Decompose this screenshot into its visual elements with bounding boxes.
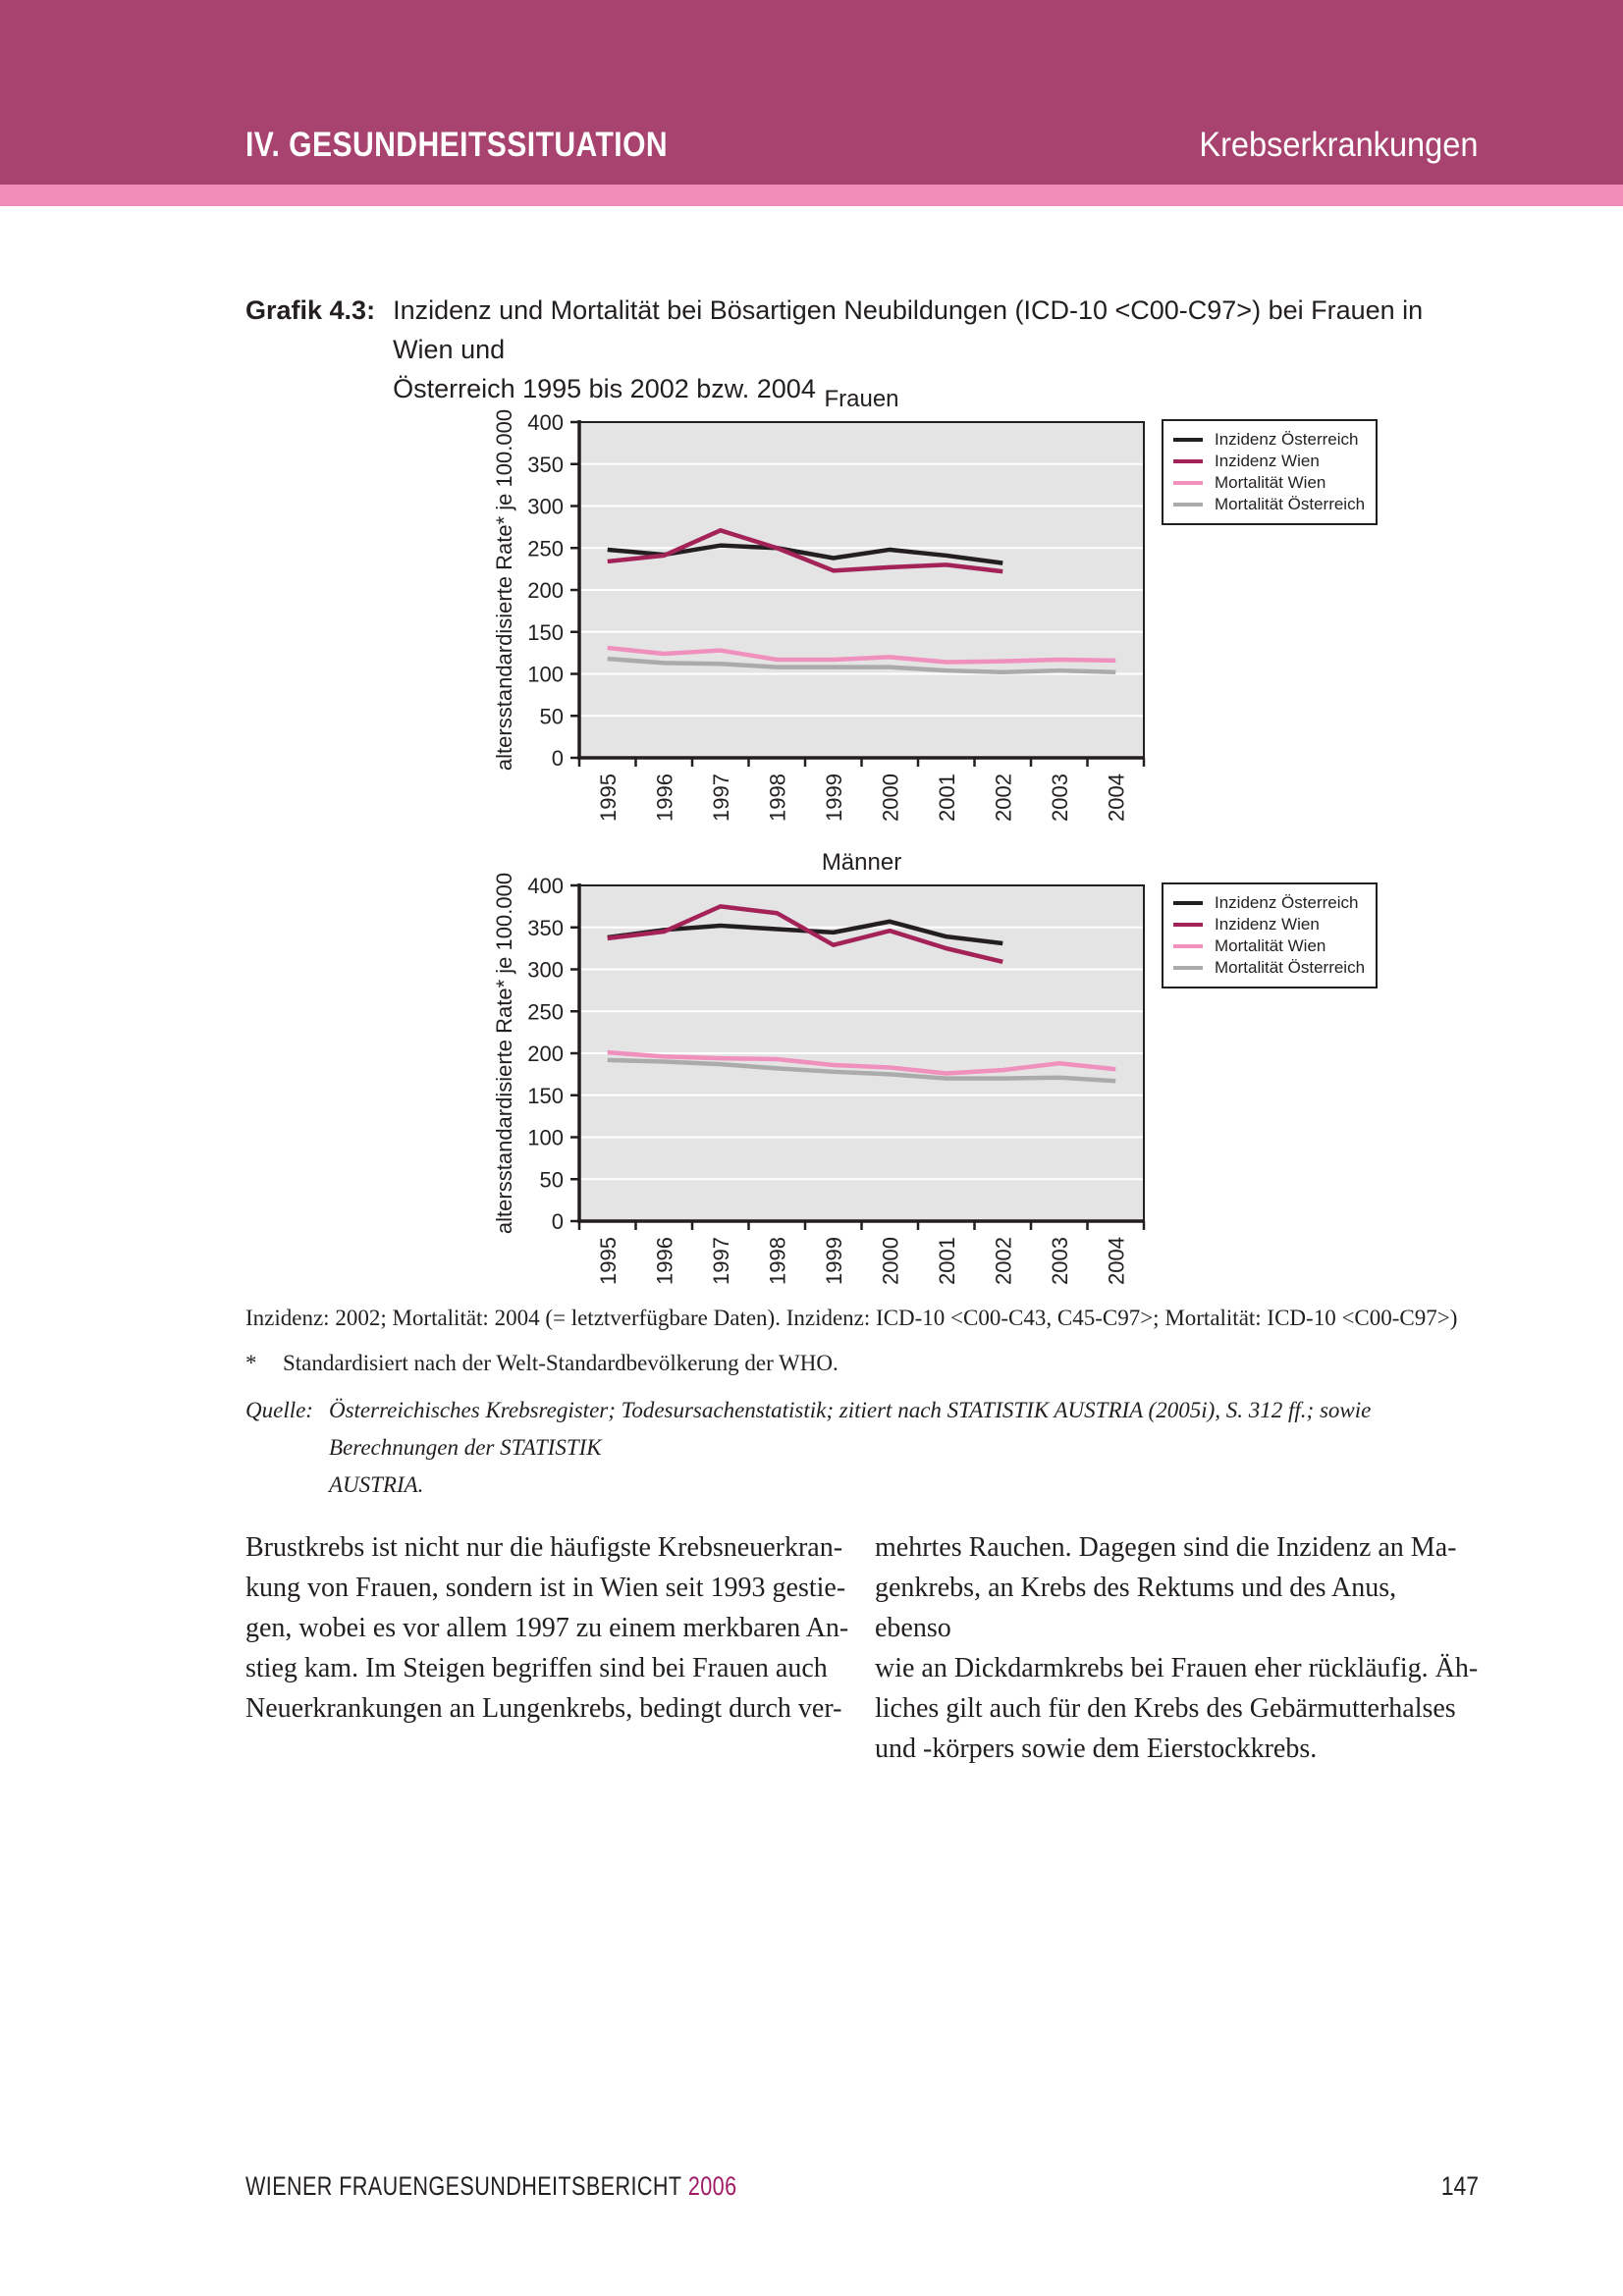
footer-report-name: WIENER FRAUENGESUNDHEITSBERICHT bbox=[245, 2171, 682, 2201]
legend-label: Mortalität Wien bbox=[1215, 473, 1326, 492]
source-citation: Quelle: Österreichisches Krebsregister; … bbox=[245, 1392, 1479, 1504]
svg-text:1999: 1999 bbox=[822, 774, 846, 822]
figure-label: Grafik 4.3: bbox=[245, 295, 376, 325]
header-inner: IV. GESUNDHEITSSITUATION Krebserkrankung… bbox=[245, 126, 1478, 165]
svg-text:altersstandardisierte Rate* je: altersstandardisierte Rate* je 100.000 bbox=[492, 409, 516, 771]
legend-item: Mortalität Österreich bbox=[1173, 494, 1366, 515]
svg-text:100: 100 bbox=[527, 1126, 564, 1150]
body-column-right: mehrtes Rauchen. Dagegen sind die Inzide… bbox=[875, 1532, 1479, 1764]
svg-text:300: 300 bbox=[527, 958, 564, 983]
figure-title-text: Inzidenz und Mortalität bei Bösartigen N… bbox=[393, 295, 1424, 403]
page-number: 147 bbox=[1440, 2171, 1479, 2201]
svg-text:altersstandardisierte Rate* je: altersstandardisierte Rate* je 100.000 bbox=[492, 873, 516, 1234]
footer-report-year: 2006 bbox=[687, 2171, 737, 2201]
svg-text:50: 50 bbox=[540, 1167, 564, 1192]
legend-label: Mortalität Österreich bbox=[1215, 495, 1366, 513]
body-text: Brustkrebs ist nicht nur die häufigste K… bbox=[245, 1527, 1479, 1769]
svg-text:350: 350 bbox=[527, 916, 564, 940]
source-text: Österreichisches Krebsregister; Todesurs… bbox=[328, 1398, 1372, 1497]
frauen-line-chart: 0 50 100 150 200 250 300 350 400 1995 1996 1997 1998… bbox=[492, 386, 1146, 822]
svg-text:2003: 2003 bbox=[1048, 1237, 1072, 1285]
header-bar: IV. GESUNDHEITSSITUATION Krebserkrankung… bbox=[0, 0, 1623, 185]
legend-line-swatch bbox=[1173, 459, 1203, 463]
svg-text:100: 100 bbox=[527, 663, 564, 687]
legend-item: Inzidenz Österreich bbox=[1173, 429, 1366, 451]
svg-text:2004: 2004 bbox=[1104, 1237, 1128, 1285]
svg-text:400: 400 bbox=[527, 410, 564, 435]
legend-line-swatch bbox=[1173, 944, 1203, 948]
figure-caption: Grafik 4.3: Inzidenz und Mortalität bei … bbox=[245, 291, 1483, 408]
svg-text:150: 150 bbox=[527, 1084, 564, 1108]
footnote-star-text: Standardisiert nach der Welt-Standardbev… bbox=[283, 1351, 839, 1375]
legend-item: Inzidenz Wien bbox=[1173, 451, 1366, 472]
legend-item: Inzidenz Österreich bbox=[1173, 892, 1366, 914]
svg-text:250: 250 bbox=[527, 999, 564, 1024]
page-footer: WIENER FRAUENGESUNDHEITSBERICHT 2006 147 bbox=[245, 2171, 1479, 2202]
svg-text:2002: 2002 bbox=[991, 1237, 1015, 1285]
legend-line-swatch bbox=[1173, 481, 1203, 485]
legend-line-swatch bbox=[1173, 438, 1203, 442]
svg-text:1997: 1997 bbox=[709, 1237, 733, 1285]
svg-text:350: 350 bbox=[527, 453, 564, 477]
maenner-line-chart: 0 50 100 150 200 250 300 350 400 1995 1996 1997 1998… bbox=[492, 849, 1146, 1285]
header-section-title: IV. GESUNDHEITSSITUATION bbox=[245, 126, 669, 164]
legend-item: Mortalität Wien bbox=[1173, 935, 1366, 957]
svg-text:1995: 1995 bbox=[596, 774, 621, 822]
svg-text:1998: 1998 bbox=[765, 1237, 789, 1285]
legend-label: Inzidenz Wien bbox=[1215, 452, 1320, 470]
frauen-chart-legend: Inzidenz Österreich Inzidenz Wien Mortalit… bbox=[1162, 419, 1378, 525]
svg-text:150: 150 bbox=[527, 620, 564, 645]
figure-footnotes: Inzidenz: 2002; Mortalität: 2004 (= letz… bbox=[245, 1302, 1479, 1380]
svg-text:200: 200 bbox=[527, 1041, 564, 1066]
svg-text:2002: 2002 bbox=[991, 774, 1015, 822]
legend-line-swatch bbox=[1173, 503, 1203, 507]
svg-text:200: 200 bbox=[527, 578, 564, 603]
maenner-chart-legend: Inzidenz Österreich Inzidenz Wien Mortalit… bbox=[1162, 882, 1378, 988]
legend-label: Inzidenz Österreich bbox=[1215, 430, 1359, 449]
legend-item: Inzidenz Wien bbox=[1173, 914, 1366, 935]
legend-line-swatch bbox=[1173, 923, 1203, 927]
legend-item: Mortalität Österreich bbox=[1173, 957, 1366, 979]
svg-text:1996: 1996 bbox=[652, 1237, 676, 1285]
body-column-left: Brustkrebs ist nicht nur die häufigste K… bbox=[245, 1532, 849, 1724]
source-label: Quelle: bbox=[245, 1398, 313, 1422]
legend-line-swatch bbox=[1173, 901, 1203, 905]
legend-line-swatch bbox=[1173, 966, 1203, 970]
svg-text:2003: 2003 bbox=[1048, 774, 1072, 822]
legend-item: Mortalität Wien bbox=[1173, 472, 1366, 494]
footer-report-title: WIENER FRAUENGESUNDHEITSBERICHT 2006 bbox=[245, 2171, 737, 2202]
legend-label: Inzidenz Wien bbox=[1215, 915, 1320, 934]
legend-label: Mortalität Österreich bbox=[1215, 958, 1366, 977]
footnote-star-mark: * bbox=[245, 1351, 257, 1375]
footnote-data-years: Inzidenz: 2002; Mortalität: 2004 (= letz… bbox=[245, 1306, 1458, 1330]
svg-text:0: 0 bbox=[552, 1209, 564, 1234]
svg-text:1995: 1995 bbox=[596, 1237, 621, 1285]
svg-text:Frauen: Frauen bbox=[824, 386, 898, 412]
svg-text:1998: 1998 bbox=[765, 774, 789, 822]
svg-text:2000: 2000 bbox=[878, 1237, 902, 1285]
legend-label: Mortalität Wien bbox=[1215, 936, 1326, 955]
svg-text:2001: 2001 bbox=[935, 774, 959, 822]
footnote-standardisation: * Standardisiert nach der Welt-Standardb… bbox=[245, 1347, 1479, 1380]
svg-text:2004: 2004 bbox=[1104, 774, 1128, 822]
svg-text:400: 400 bbox=[527, 874, 564, 898]
svg-text:2000: 2000 bbox=[878, 774, 902, 822]
svg-text:250: 250 bbox=[527, 536, 564, 561]
legend-label: Inzidenz Österreich bbox=[1215, 893, 1359, 912]
svg-text:0: 0 bbox=[552, 746, 564, 771]
svg-text:300: 300 bbox=[527, 495, 564, 519]
svg-text:50: 50 bbox=[540, 704, 564, 728]
header-chapter-title: Krebserkrankungen bbox=[1198, 126, 1478, 164]
svg-text:1997: 1997 bbox=[709, 774, 733, 822]
svg-text:1999: 1999 bbox=[822, 1237, 846, 1285]
svg-text:2001: 2001 bbox=[935, 1237, 959, 1285]
header-accent-stripe bbox=[0, 185, 1623, 206]
svg-text:Männer: Männer bbox=[822, 849, 901, 876]
svg-text:1996: 1996 bbox=[652, 774, 676, 822]
